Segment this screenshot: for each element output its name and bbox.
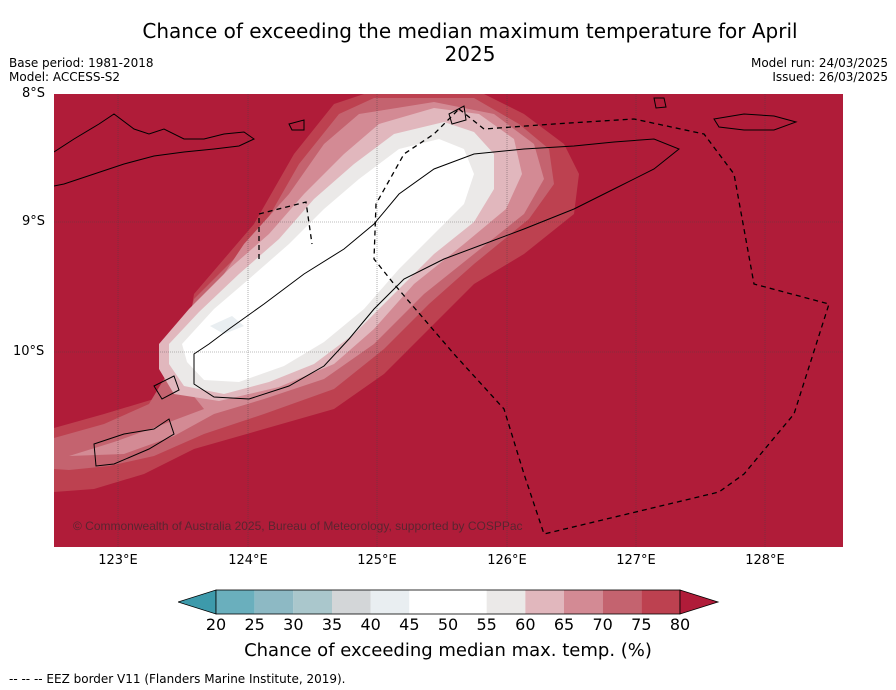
model-name: Model: ACCESS-S2: [9, 70, 121, 84]
band-50: [182, 139, 474, 382]
lon-label-124e: 124°E: [228, 553, 268, 568]
colorbar-tick-label: 65: [553, 615, 575, 634]
colorbar-tick-label: 30: [283, 615, 304, 634]
lon-label-128e: 128°E: [745, 553, 785, 568]
band-45: [210, 316, 244, 334]
colorbar: [178, 589, 720, 615]
lon-label-127e: 127°E: [616, 553, 656, 568]
colorbar-tick-label: 75: [631, 615, 652, 634]
colorbar-tick-label: 35: [321, 615, 343, 634]
colorbar-cell: [332, 590, 371, 614]
colorbar-tick-label: 45: [399, 615, 420, 634]
colorbar-extend-high: [679, 589, 720, 615]
lon-label-126e: 126°E: [487, 553, 527, 568]
wetar-coastline: [713, 113, 798, 131]
sumba-coastline: [93, 418, 175, 467]
colorbar-cell: [641, 590, 680, 614]
lat-label-8s: 8°S: [22, 86, 46, 101]
colorbar-cell: [370, 590, 410, 614]
colorbar-cell: [293, 590, 332, 614]
colorbar-tick-label: 55: [476, 615, 497, 634]
colorbar-tick-label: 70: [592, 615, 613, 634]
colorbar-tick-label: 60: [515, 615, 536, 634]
rote-island: [153, 375, 180, 400]
islet-2: [288, 119, 305, 131]
meta-right: Model run: 24/03/2025 Issued: 26/03/2025: [751, 56, 888, 84]
issued-date: Issued: 26/03/2025: [772, 70, 888, 84]
colorbar-cell: [254, 590, 294, 614]
model-run: Model run: 24/03/2025: [750, 56, 888, 70]
islet-1: [653, 97, 667, 109]
eez-footnote: -- -- -- EEZ border V11 (Flanders Marine…: [9, 672, 346, 686]
islet-3: [448, 105, 467, 125]
colorbar-cell: [525, 590, 564, 614]
colorbar-cell: [486, 590, 526, 614]
colorbar-cell: [602, 590, 642, 614]
colorbar-cell: [564, 590, 603, 614]
colorbar-title: Chance of exceeding median max. temp. (%…: [244, 640, 652, 661]
colorbar-tick-label: 50: [437, 615, 459, 634]
flores-alor-coastline: [54, 113, 255, 187]
meta-left: Base period: 1981-2018 Model: ACCESS-S2: [9, 56, 154, 84]
colorbar-tick-label: 25: [244, 615, 265, 634]
graticule: [54, 94, 843, 547]
lat-label-10s: 10°S: [13, 344, 45, 359]
forecast-map: © Commonwealth of Australia 2025, Bureau…: [54, 94, 843, 547]
colorbar-extend-low: [178, 589, 217, 615]
lat-label-9s: 9°S: [22, 214, 46, 229]
lon-label-125e: 125°E: [357, 553, 397, 568]
base-period: Base period: 1981-2018: [9, 56, 154, 70]
colorbar-tick-label: 40: [360, 615, 381, 634]
eez-border: [258, 108, 830, 535]
colorbar-tick-label: 80: [669, 615, 691, 634]
lon-label-123e: 123°E: [98, 553, 138, 568]
timor-coastline: [193, 138, 680, 400]
colorbar-cell: [409, 590, 448, 614]
copyright-text: © Commonwealth of Australia 2025, Bureau…: [73, 519, 523, 533]
colorbar-cell: [448, 590, 487, 614]
colorbar-cell: [216, 590, 255, 614]
map-title: Chance of exceeding the median maximum t…: [142, 19, 798, 66]
colorbar-tick-label: 20: [205, 615, 227, 634]
